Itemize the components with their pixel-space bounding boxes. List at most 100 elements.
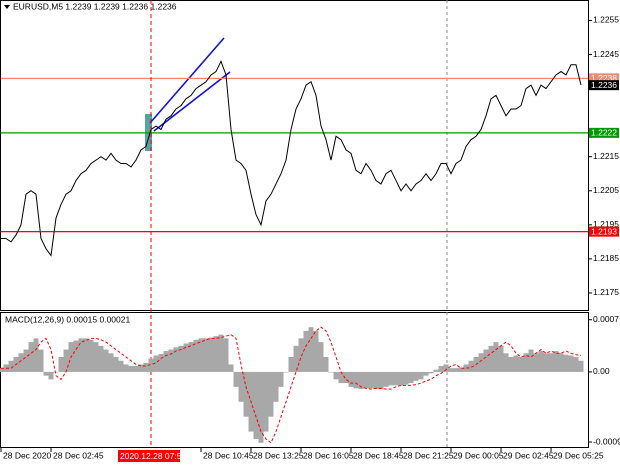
histogram-bar	[558, 353, 564, 372]
histogram-bar	[78, 338, 84, 372]
histogram-bar	[328, 371, 334, 373]
signal-line	[1, 326, 582, 444]
histogram-bar	[348, 371, 354, 387]
histogram-bar	[143, 362, 149, 372]
histogram-bar	[308, 327, 314, 372]
price-level-label: 1.2238	[591, 73, 617, 83]
histogram-bar	[523, 353, 529, 372]
histogram-bar	[213, 336, 219, 372]
histogram-bar	[153, 355, 159, 372]
histogram-bar	[18, 353, 24, 372]
histogram-bar	[493, 342, 499, 372]
macd-frame	[0, 312, 589, 448]
histogram-bar	[438, 365, 444, 372]
histogram-bar	[243, 371, 249, 417]
histogram-bar	[183, 343, 189, 372]
y-tick-label: 1.2215	[593, 151, 619, 161]
y-tick-label: 1.2195	[593, 219, 619, 229]
histogram-bar	[283, 371, 289, 373]
histogram-bar	[103, 349, 109, 372]
histogram-bar	[528, 349, 534, 372]
x-tick-label: 28 Dec 21:25	[403, 450, 454, 460]
histogram-bar	[503, 353, 509, 372]
current-price-box	[589, 80, 619, 91]
histogram-bar	[358, 371, 364, 390]
histogram-bar	[223, 338, 229, 372]
histogram-bar	[148, 358, 154, 372]
histogram-bar	[568, 355, 574, 372]
histogram-bar	[0, 368, 4, 372]
trend-line	[149, 37, 225, 124]
histogram-bar	[538, 351, 544, 372]
histogram-bar	[208, 337, 214, 372]
histogram-bar	[483, 349, 489, 372]
histogram-bar	[58, 357, 64, 372]
x-tick-label: 28 Dec 02:45	[53, 450, 104, 460]
histogram-bar	[158, 354, 164, 372]
price-level-box	[589, 127, 619, 138]
main-frame	[0, 0, 589, 311]
chart-title: EURUSD,M5 1.2239 1.2239 1.2236 1.2236	[13, 1, 177, 11]
histogram-bar	[338, 371, 344, 384]
histogram-bar	[453, 368, 459, 372]
histogram-bar	[188, 342, 194, 372]
y-tick-label: 1.2245	[593, 49, 619, 59]
x-tick-label: 28 Dec 10:45	[203, 450, 254, 460]
histogram-bar	[313, 330, 319, 372]
histogram-bar	[168, 349, 174, 372]
histogram-bar	[228, 364, 234, 372]
histogram-bar	[508, 357, 514, 372]
histogram-bar	[513, 355, 519, 372]
histogram-bar	[343, 371, 349, 384]
histogram-bar	[258, 371, 264, 443]
histogram-bar	[363, 371, 369, 389]
histogram-bar	[278, 371, 284, 387]
histogram-bar	[408, 371, 414, 384]
histogram-bar	[48, 371, 54, 380]
histogram-bar	[433, 369, 439, 372]
histogram-bar	[448, 368, 454, 372]
histogram-bar	[578, 360, 584, 372]
histogram-bar	[303, 330, 309, 372]
histogram-bar	[73, 340, 79, 372]
histogram-bar	[498, 345, 504, 372]
histogram-bar	[133, 365, 139, 372]
histogram-bar	[393, 371, 399, 386]
price-line	[1, 60, 582, 257]
y-tick-label: 1.2255	[593, 15, 619, 25]
histogram-bar	[8, 360, 14, 372]
histogram-bar	[553, 351, 559, 372]
histogram-bar	[138, 364, 144, 372]
histogram-bar	[378, 371, 384, 390]
histogram-bar	[23, 349, 29, 372]
histogram-bar	[238, 371, 244, 402]
histogram-bar	[128, 365, 134, 372]
histogram-bar	[563, 354, 569, 372]
histogram-bar	[118, 360, 124, 372]
x-tick-label: 28 Dec 18:45	[353, 450, 404, 460]
indicator-title: MACD(12,26,9) 0.00015 0.00021	[5, 314, 130, 324]
histogram-bar	[218, 334, 224, 372]
trend-line	[153, 71, 231, 132]
histogram-bar	[388, 371, 394, 386]
current-price-label: 1.2236	[591, 80, 617, 90]
histogram-bar	[533, 353, 539, 372]
histogram-bar	[33, 338, 39, 372]
histogram-bar	[293, 345, 299, 372]
histogram-bar	[233, 371, 239, 387]
price-level-box	[589, 73, 619, 84]
histogram-bar	[298, 338, 304, 372]
x-tick-label: 29 Dec 00:05	[453, 450, 504, 460]
price-level-label: 1.2193	[591, 226, 617, 236]
histogram-bar	[288, 357, 294, 372]
histogram-bar	[93, 342, 99, 372]
cursor-label: 2020.12.28 07:55	[120, 451, 186, 461]
histogram-bar	[398, 371, 404, 386]
histogram-bar	[428, 371, 434, 374]
histogram-bar	[323, 357, 329, 372]
histogram-bar	[318, 342, 324, 372]
y-tick-label: -0.00094	[593, 436, 620, 446]
histogram-bar	[53, 371, 59, 373]
histogram-bar	[273, 371, 279, 402]
